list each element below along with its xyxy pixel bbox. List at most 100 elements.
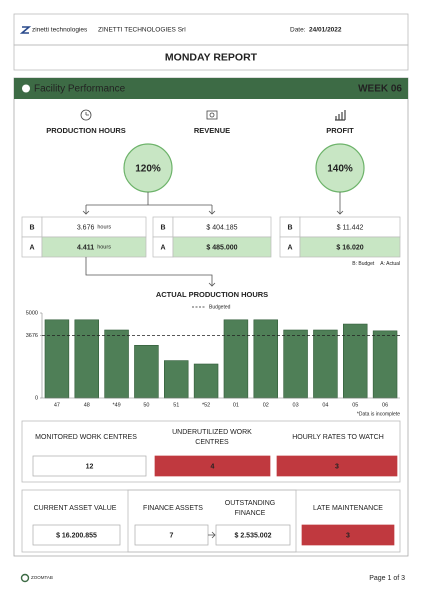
x-tick-label: 06 [382,402,388,408]
legend-note-item: A: Actual [380,261,400,267]
x-tick-label: 01 [233,402,239,408]
bar [44,319,70,399]
x-tick-label: 03 [293,402,299,408]
date: 24/01/2022 [309,27,342,34]
value: 4 [211,463,215,470]
legend-label: Budgeted [209,304,231,310]
panel-label: CURRENT ASSET VALUE [34,505,117,512]
y-tick-label: 5000 [26,310,38,316]
bar [372,330,398,399]
panel-label: OUTSTANDING [225,500,275,507]
x-tick-label: *49 [112,402,120,408]
report-title: MONDAY REPORT [165,51,258,63]
kpi-icon [85,112,89,116]
bar [253,319,278,399]
footer-logo: ZOOMTAB [31,575,53,580]
row-key: B [29,224,34,231]
bar [74,319,99,399]
bar [164,360,189,399]
kpi-icon [80,109,92,121]
bar [313,329,338,399]
unit: hours [97,245,111,251]
y-tick-label: 0 [35,395,38,401]
kpi-label: PRODUCTION HOURS [46,126,126,135]
bar [104,329,129,399]
footer-logo-icon [20,573,30,583]
logo-text: zinetti technologies [32,27,88,34]
kpi-icon [209,112,215,118]
kpi-icon [335,110,346,121]
bar [223,319,249,399]
arrow-head [211,531,216,539]
title-box [13,44,409,71]
row-key: B [160,224,165,231]
section-icon [22,84,30,93]
panel-label: UNDERUTILIZED WORK [172,429,252,436]
arrow [85,192,213,214]
value-cell [172,236,272,258]
arrow [85,257,213,286]
x-tick-label: 51 [173,402,179,408]
row-key: A [29,244,34,251]
percent: 140% [327,164,353,175]
x-tick-label: 50 [143,402,149,408]
row-value: $ 485.000 [206,244,237,251]
chart-note: *Data is incomplete [357,411,400,417]
kpi-label: PROFIT [326,126,354,135]
value: $ 16.020 [336,244,363,251]
row-value: 3.676 hours [77,224,112,231]
value: $ 11.442 [337,224,364,231]
arrow-head [336,210,344,215]
unit: hours [97,225,111,231]
bar [283,329,308,399]
x-tick-label: 48 [84,402,90,408]
panel-label: FINANCE ASSETS [143,505,203,512]
panel-label: HOURLY RATES TO WATCH [292,434,384,441]
y-tick-label: 3676 [26,333,38,339]
panel-label: LATE MAINTENANCE [313,505,383,512]
x-tick-label: 47 [54,402,60,408]
legend-note: B: Budget A: Actual [352,261,400,267]
row-value: $ 16.020 [336,244,363,251]
section-title: Facility Performance [34,84,126,95]
value-box [154,455,271,477]
section-bar [14,78,408,99]
company-name: ZINETTI TECHNOLOGIES Srl [98,27,186,34]
week: WEEK 06 [358,84,402,95]
arrow-head [208,282,216,287]
percent: 120% [135,164,161,175]
row-value: $ 404.185 [206,224,237,231]
x-tick-label: 05 [352,402,358,408]
value-box [215,524,291,546]
panel-group [127,489,297,553]
value-box [276,455,398,477]
panel-label: CENTRES [195,439,229,446]
value: $ 404.185 [206,224,237,231]
bar [193,363,219,399]
value: $ 2.535.002 [235,532,272,539]
arrow-head [208,210,216,215]
date-label: Date: [290,27,306,34]
panel [21,420,401,483]
kpi-label: REVENUE [194,126,230,135]
value: 3.676 [77,224,95,231]
arrow-head [82,210,90,215]
value: 4.411 [77,244,94,251]
x-tick-label: 04 [322,402,328,408]
x-tick-label: 02 [263,402,269,408]
logo-icon [19,26,32,34]
value-cell [41,236,147,258]
value-box [32,524,121,546]
row-value: 4.411 hours [77,244,111,251]
row-key: B [287,224,292,231]
page-number: Page 1 of 3 [369,575,405,582]
value: 3 [335,463,339,470]
value: 7 [170,532,174,539]
panel-label: FINANCE [235,510,266,517]
x-tick-label: *52 [202,402,210,408]
value: $ 16.200.855 [56,532,97,539]
value-box [32,455,147,477]
row-key: A [160,244,165,251]
